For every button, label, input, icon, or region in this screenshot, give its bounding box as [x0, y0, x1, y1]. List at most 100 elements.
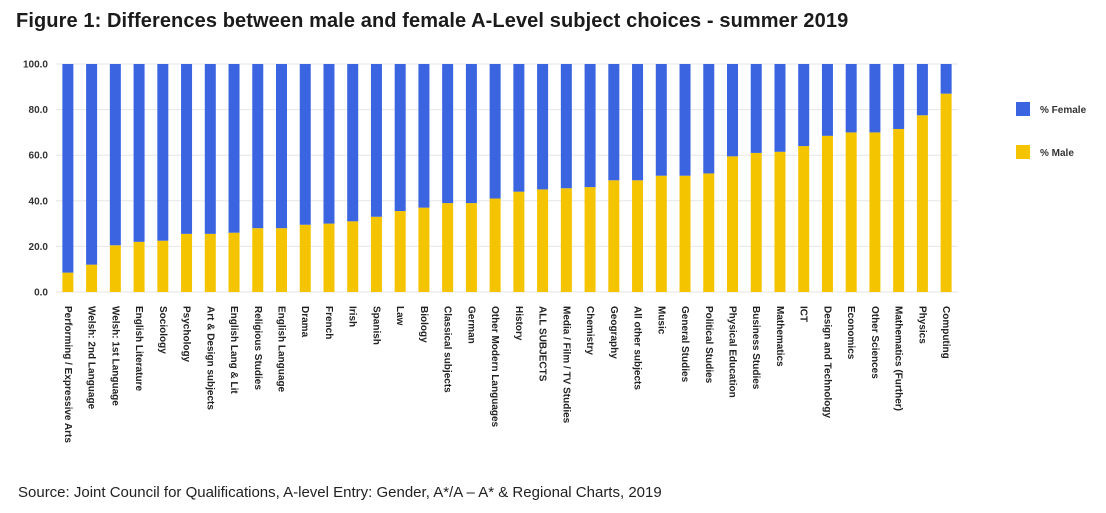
x-tick-label: Geography	[608, 306, 619, 359]
bar-female	[727, 64, 738, 157]
bar-female	[181, 64, 193, 234]
x-tick-label: Computing	[940, 306, 951, 359]
bar-male	[347, 221, 359, 292]
bar-male	[584, 187, 596, 292]
bar-female	[560, 64, 572, 189]
bar-male	[181, 233, 193, 292]
x-tick-label: Spanish	[370, 306, 381, 345]
bar-male	[869, 132, 881, 292]
source-note: Source: Joint Council for Qualifications…	[18, 484, 662, 501]
bar-male	[750, 152, 762, 292]
bar-male	[916, 115, 928, 292]
x-tick-label: Other Modern Languages	[489, 306, 500, 428]
y-tick-label: 0.0	[34, 288, 48, 299]
bar-female	[703, 64, 715, 174]
y-tick-label: 20.0	[29, 242, 49, 253]
bar-male	[323, 223, 335, 292]
bar-female	[323, 64, 335, 224]
x-tick-label: Physics	[916, 306, 927, 344]
bar-female	[86, 64, 98, 265]
x-tick-label: Psychology	[181, 306, 192, 363]
x-tick-label: English Lang & Lit	[228, 306, 239, 394]
bar-female	[513, 64, 525, 192]
x-tick-label: Media / Film / TV Studies	[560, 306, 571, 424]
bar-male	[133, 241, 145, 292]
bar-male	[655, 175, 667, 292]
x-tick-label: Design and Technology	[821, 306, 832, 418]
y-tick-label: 100.0	[23, 60, 48, 71]
x-tick-label: French	[323, 306, 334, 339]
bar-male	[537, 189, 549, 292]
bar-female	[276, 64, 287, 229]
bar-male	[727, 156, 738, 292]
bar-male	[109, 245, 121, 292]
y-tick-label: 40.0	[29, 196, 49, 207]
bar-female	[157, 64, 169, 241]
legend-swatch	[1016, 145, 1030, 159]
bar-male	[62, 272, 74, 292]
y-axis: 0.0 20.0 40.0 60.0 80.0 100.0	[23, 60, 48, 299]
bar-male	[370, 216, 382, 292]
bar-male	[940, 93, 952, 292]
x-tick-label: Irish	[347, 306, 358, 327]
y-tick-label: 60.0	[29, 151, 49, 162]
x-tick-label: Welsh: 2nd Language	[86, 306, 97, 410]
bar-male	[394, 211, 406, 292]
x-tick-label: Classical subjects	[442, 306, 453, 393]
bar-female	[537, 64, 549, 190]
x-tick-label: Economics	[845, 306, 856, 360]
bar-female	[845, 64, 857, 133]
x-tick-label: Music	[655, 306, 666, 335]
bar-male	[465, 203, 477, 292]
bar-female	[584, 64, 596, 188]
bar-female	[252, 64, 264, 229]
bar-female	[940, 64, 952, 94]
x-tick-label: Other Sciences	[869, 306, 880, 379]
x-tick-label: History	[513, 306, 524, 341]
bar-female	[228, 64, 240, 233]
bar-female	[394, 64, 406, 212]
bar-male	[442, 203, 454, 292]
bar-female	[655, 64, 667, 176]
bar-female	[370, 64, 382, 217]
bar-female	[774, 64, 786, 152]
bar-male	[632, 180, 644, 292]
x-tick-label: Mathematics	[774, 306, 785, 367]
bar-female	[489, 64, 501, 199]
x-tick-label: Political Studies	[703, 306, 714, 384]
bar-female	[204, 64, 216, 234]
bar-male	[276, 228, 287, 292]
bar-female	[418, 64, 430, 208]
bar-male	[418, 207, 430, 292]
x-tick-label: Chemistry	[584, 306, 595, 355]
bar-male	[204, 233, 216, 292]
x-tick-label: Business Studies	[750, 306, 761, 390]
bar-female	[632, 64, 644, 181]
x-tick-label: ALL SUBJECTS	[537, 306, 548, 382]
bar-female	[133, 64, 145, 242]
legend: % Female % Male	[1016, 102, 1087, 159]
legend-swatch	[1016, 102, 1030, 116]
bar-male	[821, 135, 833, 292]
x-tick-label: All other subjects	[632, 306, 643, 390]
x-tick-label: Art & Design subjects	[204, 306, 215, 410]
x-tick-label: English Language	[276, 306, 287, 393]
x-tick-label: Physical Education	[727, 306, 738, 398]
bar-female	[750, 64, 762, 153]
bar-female	[869, 64, 881, 133]
bar-female	[798, 64, 810, 147]
x-tick-label: Performing / Expressive Arts	[62, 306, 73, 443]
x-axis: Performing / Expressive Arts Welsh: 2nd L…	[62, 306, 951, 443]
bar-male	[845, 132, 857, 292]
bars	[62, 64, 952, 292]
bar-male	[798, 146, 810, 292]
x-tick-label: English Literature	[133, 306, 144, 391]
bar-male	[774, 151, 786, 292]
x-tick-label: Mathematics (Further)	[893, 306, 904, 411]
x-tick-label: Drama	[299, 306, 310, 338]
bar-female	[893, 64, 905, 129]
legend-label: % Female	[1040, 105, 1087, 116]
bar-male	[679, 175, 691, 292]
y-tick-label: 80.0	[29, 105, 49, 116]
bar-female	[109, 64, 121, 246]
